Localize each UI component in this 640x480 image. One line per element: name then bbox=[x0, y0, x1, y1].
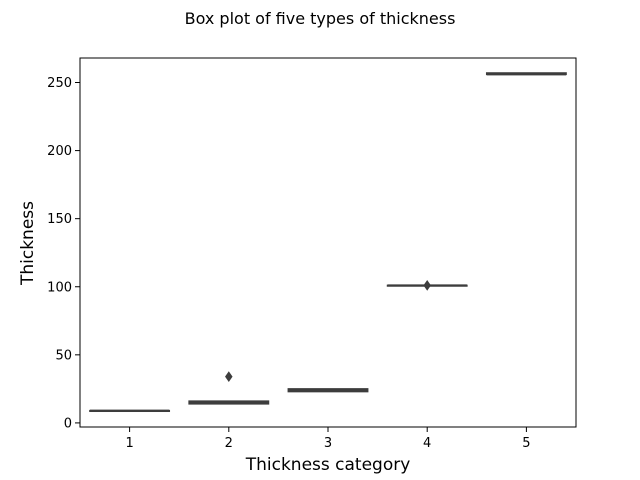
x-axis-label: Thickness category bbox=[245, 455, 411, 475]
x-tick-label: 2 bbox=[225, 436, 233, 451]
y-tick-label: 250 bbox=[47, 76, 72, 91]
y-tick-label: 0 bbox=[64, 416, 72, 431]
box-category-1 bbox=[89, 409, 171, 413]
y-axis-label: Thickness bbox=[18, 201, 38, 286]
y-tick-label: 100 bbox=[47, 280, 72, 295]
plot-area-frame bbox=[79, 57, 577, 428]
y-tick-label: 50 bbox=[55, 348, 72, 363]
chart-title: Box plot of five types of thickness bbox=[185, 9, 456, 28]
box-category-3 bbox=[287, 388, 369, 393]
box-category-5 bbox=[485, 72, 567, 76]
x-tick-label: 4 bbox=[423, 436, 431, 451]
y-tick-label: 200 bbox=[47, 144, 72, 159]
y-tick-label: 150 bbox=[47, 212, 72, 227]
boxes-layer bbox=[89, 72, 567, 413]
x-tick-label: 5 bbox=[522, 436, 530, 451]
box-category-4 bbox=[386, 280, 468, 291]
outlier-point bbox=[423, 280, 431, 291]
x-tick-label: 3 bbox=[324, 436, 332, 451]
ticks-layer: 0 50 100 150 200 250 1 2 3 4 5 bbox=[47, 76, 530, 451]
x-tick-label: 1 bbox=[125, 436, 133, 451]
box-category-2 bbox=[188, 371, 270, 405]
outlier-point bbox=[225, 371, 233, 382]
